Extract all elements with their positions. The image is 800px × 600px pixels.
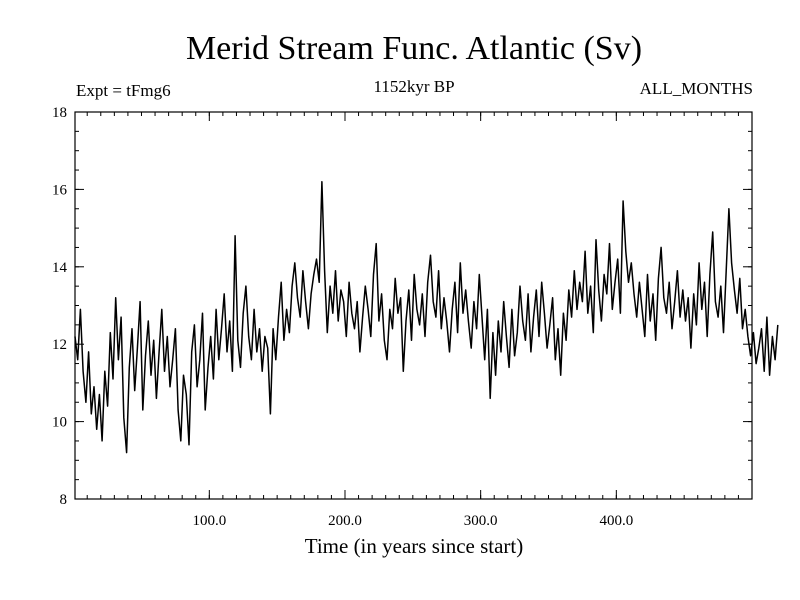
x-tick-label: 300.0 xyxy=(464,513,498,529)
x-tick-label: 100.0 xyxy=(192,513,226,529)
tick-labels: 100.0 200.0 300.0 400.0 8 10 12 14 16 18 xyxy=(52,105,633,529)
period-label: ALL_MONTHS xyxy=(639,79,753,98)
major-ticks xyxy=(75,111,752,500)
chart-title: Merid Stream Func. Atlantic (Sv) xyxy=(185,30,643,67)
chart-subtitle: 1152kyr BP xyxy=(373,77,455,96)
y-tick-label: 16 xyxy=(52,182,68,198)
x-tick-label: 200.0 xyxy=(328,513,362,529)
x-axis-label: Time (in years since start) xyxy=(304,534,524,558)
series-line xyxy=(74,180,779,454)
y-tick-label: 14 xyxy=(52,260,68,276)
experiment-label: Expt = tFmg6 xyxy=(76,81,171,100)
x-tick-label: 400.0 xyxy=(599,513,633,529)
y-tick-label: 18 xyxy=(52,105,67,121)
y-tick-label: 10 xyxy=(52,415,67,431)
y-tick-label: 12 xyxy=(52,337,67,353)
y-tick-label: 8 xyxy=(60,492,68,508)
